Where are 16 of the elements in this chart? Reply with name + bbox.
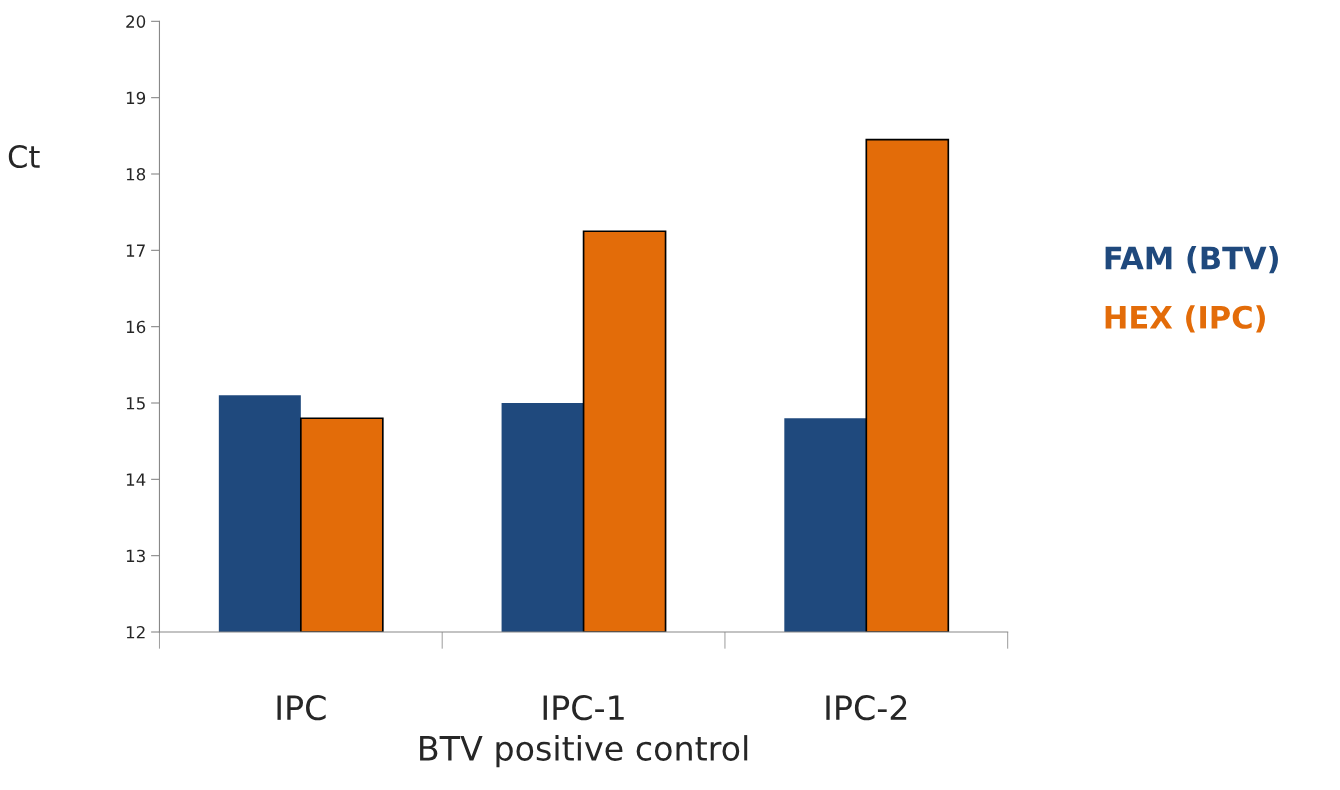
x-tick-label: IPC-2 [826,695,907,721]
x-axis-title: BTV positive control [420,735,748,768]
y-tick-label: 18 [126,167,146,181]
y-tick-label: 14 [126,473,146,486]
y-tick-label: 17 [126,244,145,257]
y-tick-label: 20 [126,15,146,28]
y-tick-label: 19 [126,91,146,105]
y-tick-label: 13 [126,549,145,563]
y-tick-label: 16 [126,320,146,334]
text: FAM (BTV) [1105,245,1278,274]
y-axis-title: Ct [8,144,40,169]
text: HEX (IPC) [1105,305,1265,333]
x-tick-label: IPC [277,695,326,721]
x-tick-label: IPC-1 [543,695,624,721]
y-tick-label: 12 [126,625,145,639]
y-tick-label: 15 [126,397,145,410]
